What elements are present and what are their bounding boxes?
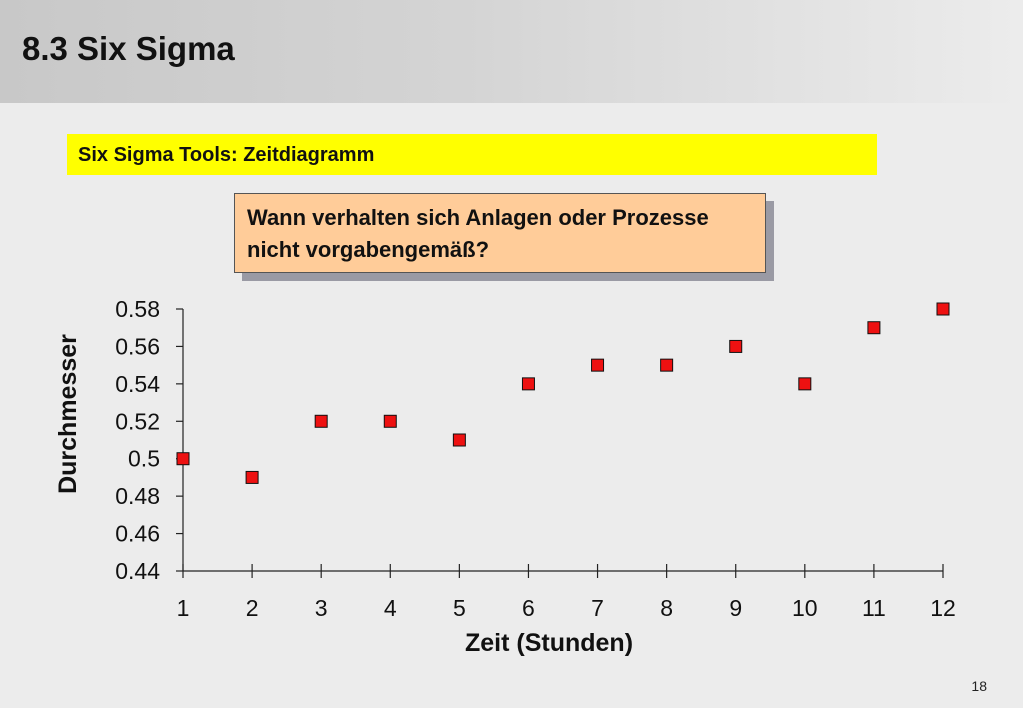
y-tick-label: 0.48 [115,483,160,509]
x-tick-label: 3 [315,595,328,621]
data-point [660,358,674,372]
x-tick-label: 9 [729,595,742,621]
x-tick-label: 8 [660,595,673,621]
y-tick-label: 0.46 [115,521,160,547]
x-tick-label: 6 [522,595,535,621]
x-tick-label: 5 [453,595,466,621]
x-tick-label: 11 [862,595,886,621]
y-tick-label: 0.44 [115,558,160,584]
data-point [176,452,190,466]
data-point [314,414,328,428]
section-banner: Six Sigma Tools: Zeitdiagramm [67,134,877,175]
data-point [936,302,950,316]
data-point [521,377,535,391]
x-tick-label: 12 [930,595,956,621]
data-point [798,377,812,391]
y-tick-label: 0.58 [115,296,160,322]
y-tick-label: 0.5 [128,446,160,472]
data-point [729,339,743,353]
y-tick-label: 0.56 [115,333,160,359]
x-axis-title: Zeit (Stunden) [465,629,633,657]
x-tick-label: 2 [246,595,259,621]
header-band [0,0,1023,103]
x-tick-label: 1 [177,595,190,621]
data-point [867,321,881,335]
y-tick-label: 0.52 [115,408,160,434]
y-axis-title: Durchmesser [54,334,82,494]
data-point [591,358,605,372]
x-tick-label: 7 [591,595,604,621]
y-tick-label: 0.54 [115,371,160,397]
data-point [245,470,259,484]
data-point [452,433,466,447]
data-point [383,414,397,428]
callout-box: Wann verhalten sich Anlagen oder Prozess… [234,193,766,273]
x-tick-label: 10 [792,595,818,621]
slide-title: 8.3 Six Sigma [22,30,235,67]
page-number: 18 [971,678,987,694]
x-tick-label: 4 [384,595,397,621]
